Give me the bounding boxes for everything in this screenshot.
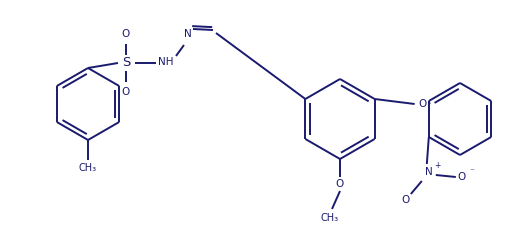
- Text: N: N: [425, 167, 433, 177]
- Text: +: +: [435, 160, 441, 170]
- Text: NH: NH: [158, 57, 174, 67]
- Text: O: O: [418, 99, 427, 109]
- Text: CH₃: CH₃: [79, 163, 97, 173]
- Text: O: O: [336, 179, 344, 189]
- Text: ⁻: ⁻: [469, 168, 474, 177]
- Text: N: N: [184, 29, 192, 39]
- Text: O: O: [122, 87, 130, 97]
- Text: O: O: [402, 195, 410, 205]
- Text: CH₃: CH₃: [321, 213, 339, 223]
- Text: O: O: [122, 29, 130, 39]
- Text: S: S: [122, 57, 130, 69]
- Text: O: O: [458, 172, 466, 182]
